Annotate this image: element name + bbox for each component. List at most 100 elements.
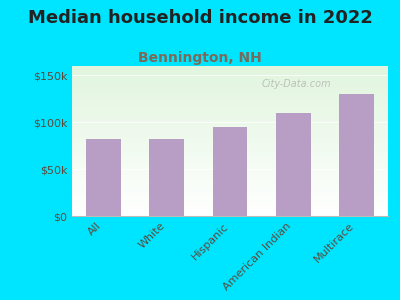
Bar	[72, 202, 388, 204]
Bar	[72, 88, 388, 90]
Bar	[72, 75, 388, 76]
Bar	[72, 135, 388, 136]
Bar	[72, 114, 388, 116]
Bar	[72, 214, 388, 216]
Bar	[72, 210, 388, 212]
Bar	[72, 94, 388, 96]
Bar	[72, 213, 388, 214]
Bar	[72, 87, 388, 88]
Bar	[72, 141, 388, 142]
Bar	[72, 200, 388, 201]
Bar	[72, 117, 388, 118]
Bar	[72, 80, 388, 81]
Bar	[72, 177, 388, 178]
Bar	[72, 138, 388, 140]
Bar	[86, 139, 121, 216]
Bar	[72, 152, 388, 153]
Bar	[72, 182, 388, 183]
Bar	[72, 132, 388, 134]
Bar	[72, 99, 388, 100]
Bar	[72, 160, 388, 162]
Bar	[72, 108, 388, 110]
Bar	[72, 194, 388, 195]
Bar	[72, 207, 388, 208]
Bar	[72, 174, 388, 176]
Bar	[72, 146, 388, 147]
Bar	[72, 172, 388, 174]
Text: City-Data.com: City-Data.com	[262, 79, 331, 89]
Bar	[72, 201, 388, 202]
Bar	[72, 164, 388, 165]
Bar	[72, 178, 388, 180]
Bar	[72, 176, 388, 177]
Bar	[72, 212, 388, 213]
Bar	[72, 112, 388, 114]
Bar	[72, 110, 388, 111]
Bar	[72, 96, 388, 98]
Bar	[72, 186, 388, 188]
Bar	[72, 196, 388, 198]
Bar	[72, 183, 388, 184]
Bar	[72, 165, 388, 166]
Bar	[72, 189, 388, 190]
Bar	[72, 171, 388, 172]
Bar	[72, 126, 388, 128]
Bar	[72, 72, 388, 74]
Text: Bennington, NH: Bennington, NH	[138, 51, 262, 65]
Bar	[72, 82, 388, 84]
Bar	[72, 106, 388, 108]
Bar	[72, 93, 388, 94]
Bar	[72, 184, 388, 186]
Bar	[72, 102, 388, 104]
Bar	[72, 129, 388, 130]
Bar	[72, 195, 388, 196]
Bar	[72, 90, 388, 92]
Bar	[72, 180, 388, 182]
Bar	[72, 68, 388, 69]
Bar	[72, 150, 388, 152]
Bar	[72, 206, 388, 207]
Bar	[72, 162, 388, 164]
Bar	[72, 111, 388, 112]
Bar	[72, 105, 388, 106]
Bar	[72, 204, 388, 206]
Bar	[72, 156, 388, 158]
Bar	[72, 192, 388, 194]
Bar	[72, 147, 388, 148]
Bar	[72, 158, 388, 159]
Bar	[339, 94, 374, 216]
Bar	[72, 92, 388, 93]
Bar	[72, 142, 388, 144]
Bar	[72, 153, 388, 154]
Bar	[213, 127, 247, 216]
Bar	[72, 208, 388, 210]
Bar	[72, 128, 388, 129]
Bar	[72, 148, 388, 150]
Bar	[72, 134, 388, 135]
Bar	[72, 66, 388, 68]
Bar	[72, 130, 388, 132]
Bar	[72, 74, 388, 75]
Bar	[72, 169, 388, 171]
Bar	[72, 103, 388, 105]
Bar	[72, 85, 388, 87]
Bar	[72, 144, 388, 146]
Bar	[72, 69, 388, 70]
Bar	[72, 98, 388, 99]
Bar	[72, 140, 388, 141]
Bar	[72, 154, 388, 156]
Bar	[72, 122, 388, 123]
Bar	[72, 78, 388, 80]
Bar	[72, 124, 388, 126]
Bar	[72, 123, 388, 124]
Bar	[72, 198, 388, 200]
Bar	[150, 139, 184, 216]
Bar	[72, 100, 388, 102]
Bar	[72, 190, 388, 192]
Text: Median household income in 2022: Median household income in 2022	[28, 9, 372, 27]
Bar	[72, 118, 388, 120]
Bar	[276, 113, 310, 216]
Bar	[72, 168, 388, 170]
Bar	[72, 120, 388, 122]
Bar	[72, 159, 388, 160]
